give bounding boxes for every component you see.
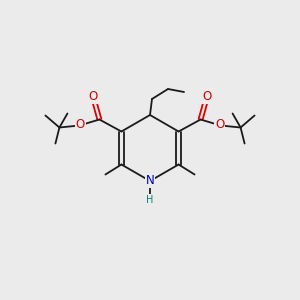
Text: N: N [146,175,154,188]
Text: O: O [89,90,98,103]
Text: H: H [146,195,154,205]
Text: O: O [202,90,211,103]
Text: O: O [215,118,224,131]
Text: O: O [76,118,85,131]
